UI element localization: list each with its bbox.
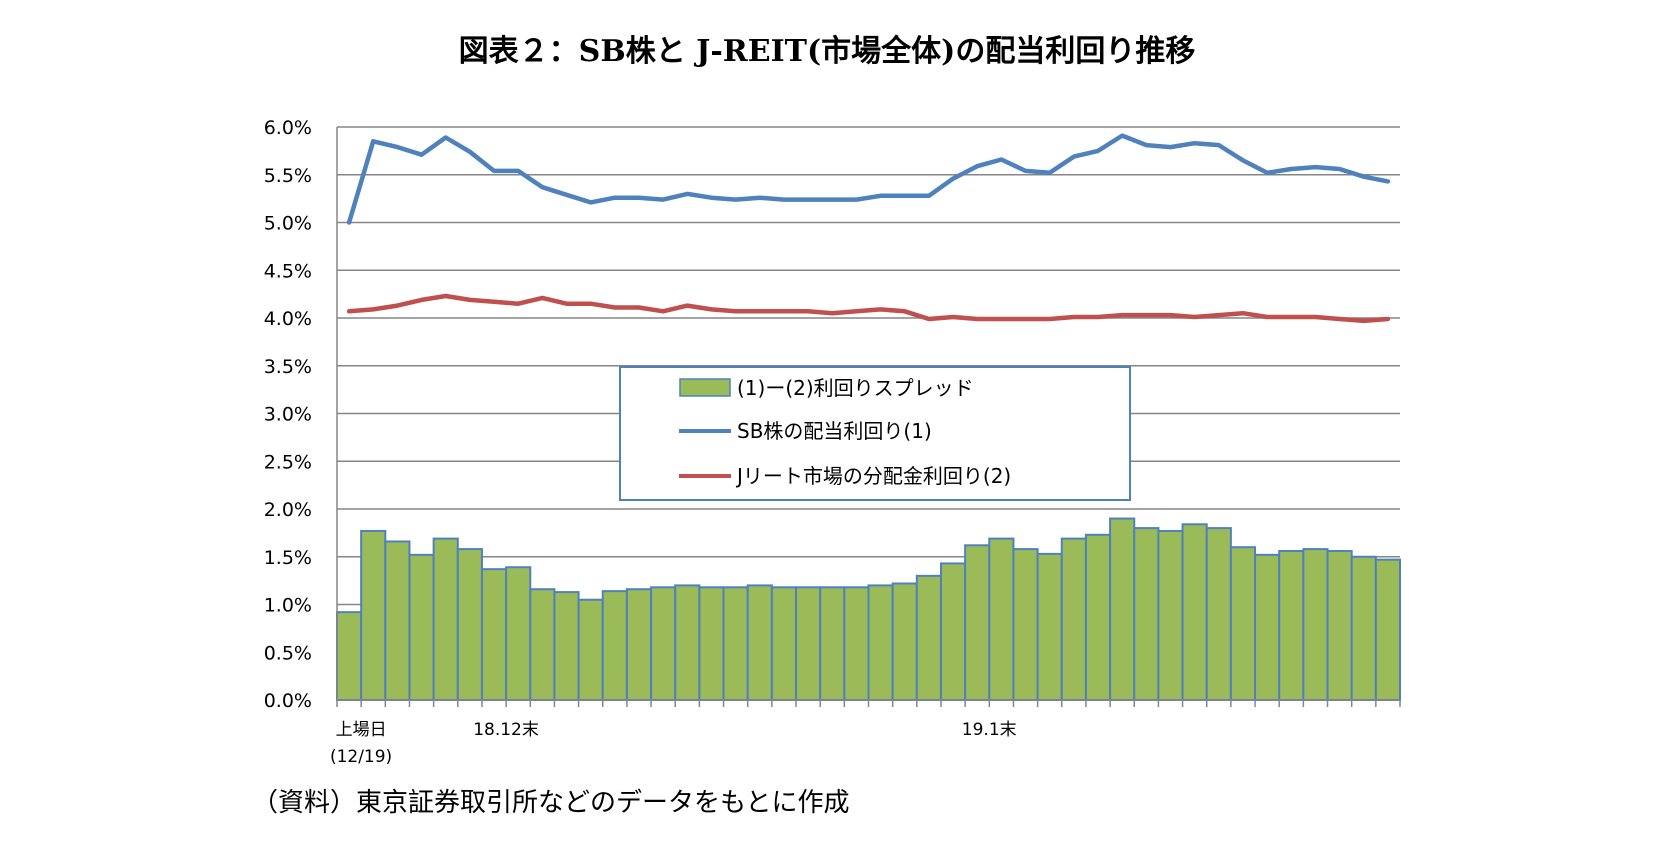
spread-bar [939,562,967,701]
bar-series [336,517,1402,702]
spread-bar [722,586,749,701]
spread-bar [529,588,556,701]
spread-bar [1036,552,1063,702]
spread-bar [1084,533,1112,701]
spread-bar [795,586,822,701]
spread-bar [408,553,435,702]
spread-bar [988,537,1015,701]
legend-label-sb: SB株の配当利回り(1) [737,419,932,443]
spread-bar [1205,527,1232,701]
y-tick-label: 1.0% [264,595,312,617]
spread-bar [1157,529,1184,702]
y-tick-label: 3.5% [264,356,312,378]
y-tick-label: 2.5% [264,451,312,473]
x-tick-label: 上場日 [336,720,387,740]
line-series [346,133,1391,324]
axes [336,127,1401,707]
spread-bar [456,548,483,701]
spread-bar [384,540,411,701]
spread-bar [867,584,894,702]
spread-bar [891,582,918,701]
legend-label-jreit: Jリート市場の分配金利回り(2) [735,464,1011,488]
spread-bar [819,586,846,701]
spread-bar [1060,537,1087,701]
spread-bar [625,588,653,701]
spread-bar [1302,548,1329,701]
x-tick-labels: 上場日 (12/19) 18.12末 19.1末 [330,720,1017,767]
y-tick-label: 0.5% [264,642,312,664]
y-tick-label: 4.0% [264,308,312,330]
spread-bar [1012,548,1039,701]
y-tick-label: 0.0% [264,690,312,712]
y-tick-label: 5.5% [264,165,312,187]
spread-bar [964,544,991,701]
spread-bar [650,586,677,701]
spread-bar [1133,527,1160,701]
spread-bar [746,584,773,702]
spread-bar [1374,558,1402,701]
spread-bar [336,611,363,702]
y-tick-labels: 0.0% 0.5% 1.0% 1.5% 2.0% 2.5% 3.0% 3.5% 4.0% 4.5%… [264,117,312,712]
spread-bar [1278,550,1305,702]
legend: (1)ー(2)利回りスプレッド SB株の配当利回り(1) Jリート市場の分配金利… [619,366,1131,501]
spread-bar [1350,555,1377,701]
spread-bar [843,586,870,701]
spread-bar [698,586,725,701]
y-tick-label: 1.5% [264,547,312,569]
spread-bar [577,598,604,701]
spread-bar [480,568,508,701]
x-tick-label: 19.1末 [962,720,1017,740]
y-tick-label: 4.5% [264,260,312,282]
y-tick-label: 5.0% [264,213,312,235]
spread-bar [1254,553,1281,702]
sb-yield-line [346,133,1391,225]
spread-bar [674,584,701,702]
spread-bar [601,590,628,702]
spread-bar [553,591,580,702]
spread-bar [770,586,798,701]
legend-label-spread: (1)ー(2)利回りスプレッド [737,376,974,400]
jreit-yield-line [346,293,1391,324]
spread-bar [1326,550,1353,702]
y-tick-label: 2.0% [264,499,312,521]
legend-swatch-bar [679,378,731,397]
y-tick-label: 6.0% [264,117,312,139]
chart-title: 図表２：SB株と J-REIT(市場全体)の配当利回り推移 [458,34,1196,69]
spread-bar [915,574,942,701]
spread-bar [505,566,532,701]
x-tick-label: 18.12末 [473,720,539,740]
spread-bar [1181,523,1208,702]
x-tick-label: (12/19) [330,747,392,767]
y-tick-label: 3.0% [264,404,312,426]
spread-bar [1229,546,1257,702]
spread-bar [432,537,459,701]
spread-bar [1109,517,1136,701]
source-note: （資料）東京証券取引所などのデータをもとに作成 [252,788,850,818]
spread-bar [360,529,387,702]
